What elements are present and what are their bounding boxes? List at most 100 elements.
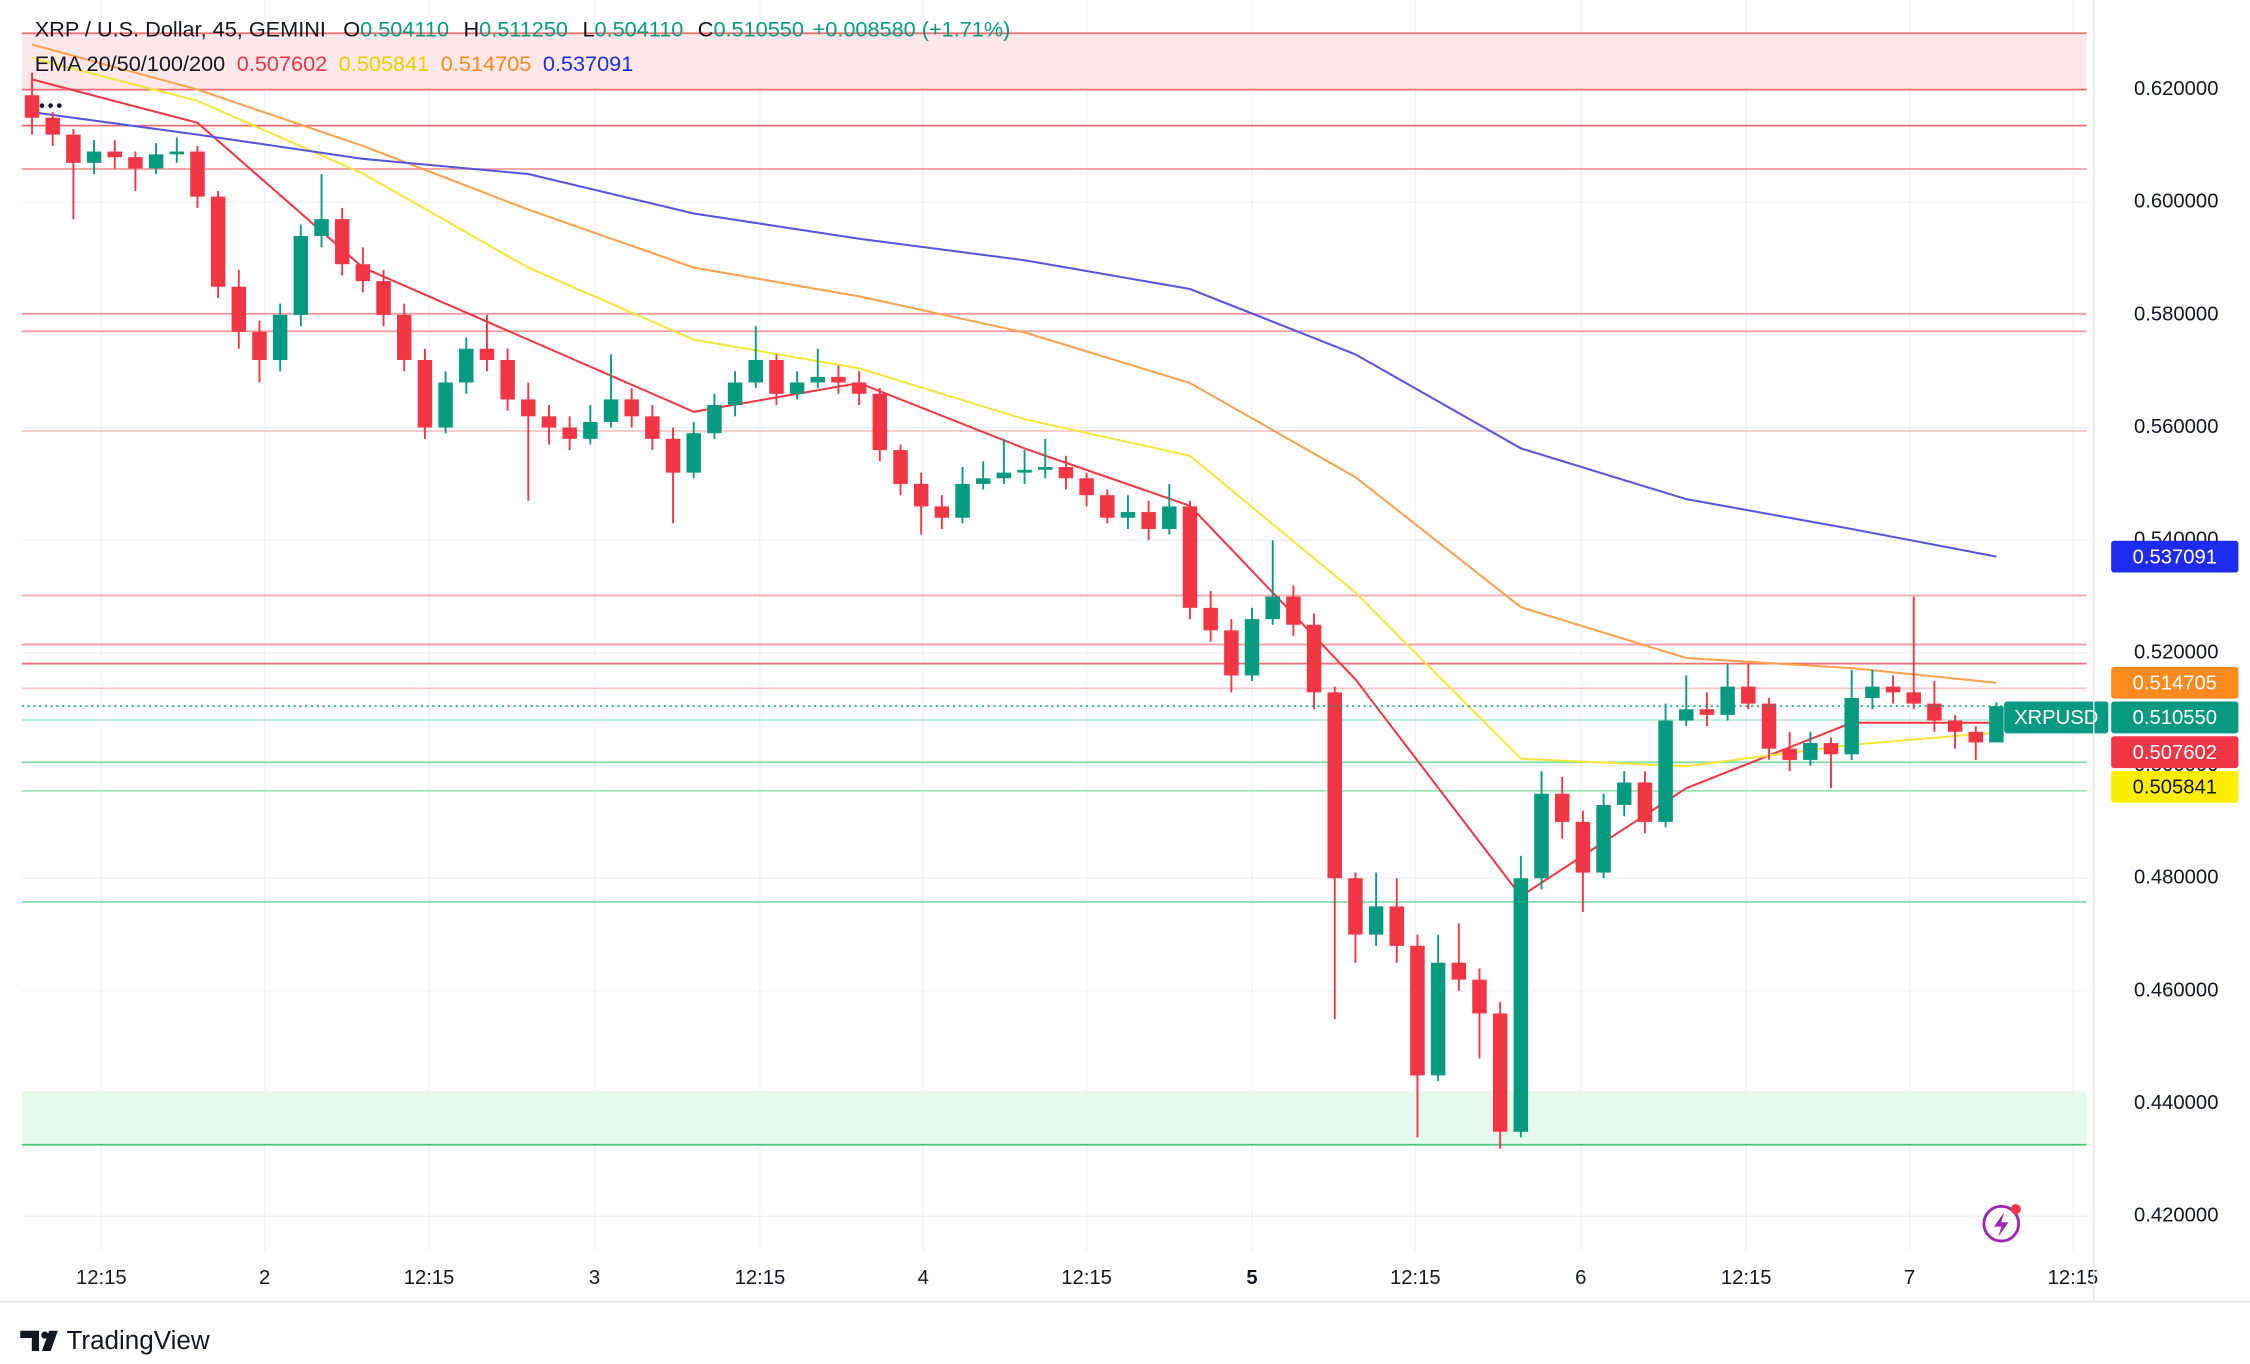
candle-body bbox=[1782, 748, 1797, 760]
x-tick-label: 2 bbox=[259, 1267, 270, 1289]
ema-line bbox=[31, 57, 1997, 768]
overlay: 0.537091 0.514705 0.510550 XRPUSD 0.507602 0.… bbox=[35, 16, 2239, 803]
x-tick-label: 12:15 bbox=[1721, 1267, 1772, 1289]
x-tick-label: 12:15 bbox=[76, 1267, 127, 1289]
candle-body bbox=[272, 314, 288, 360]
candle-body bbox=[1265, 596, 1280, 620]
candle-body bbox=[1451, 962, 1467, 980]
candle-body bbox=[66, 134, 81, 163]
candle-body bbox=[975, 478, 991, 484]
candle-body bbox=[1492, 1013, 1508, 1132]
price-tag bbox=[2111, 540, 2239, 573]
candle-body bbox=[1679, 709, 1694, 721]
candle-body bbox=[1761, 703, 1777, 749]
candle-body bbox=[1554, 793, 1570, 822]
y-tick-label: 0.460000 bbox=[2134, 979, 2218, 1001]
candle-body bbox=[1306, 624, 1322, 693]
candle-body bbox=[562, 427, 577, 439]
x-tick-label: 12:15 bbox=[1390, 1267, 1441, 1289]
candle-body bbox=[1616, 782, 1632, 806]
legend-l-label: L bbox=[582, 16, 594, 41]
candle-body bbox=[1844, 697, 1859, 755]
ema-legend-value: 0.507602 bbox=[237, 51, 327, 76]
icon-badge bbox=[2010, 1204, 2021, 1215]
candle-body bbox=[190, 151, 205, 197]
candle-body bbox=[955, 483, 970, 518]
plot-background bbox=[21, 0, 2090, 1252]
candle-body bbox=[314, 219, 329, 237]
dot bbox=[48, 103, 53, 108]
candle-body bbox=[872, 393, 888, 451]
candle-body bbox=[727, 382, 743, 406]
legend-l: 0.504110 bbox=[595, 16, 684, 41]
candle-body bbox=[1534, 793, 1549, 879]
symbol-tag bbox=[2004, 701, 2109, 734]
legend-o-label: O bbox=[343, 16, 360, 41]
candle-body bbox=[665, 438, 681, 473]
x-tick-label: 4 bbox=[918, 1267, 929, 1289]
price-tag bbox=[2111, 736, 2239, 769]
candle-body bbox=[583, 421, 598, 439]
candle-body bbox=[1058, 467, 1074, 479]
logo-mark bbox=[20, 1330, 58, 1351]
replay-icon[interactable] bbox=[1982, 1204, 2021, 1243]
zone bbox=[21, 33, 2087, 90]
candle-body bbox=[128, 157, 143, 169]
candle-body bbox=[624, 399, 639, 417]
candle-body bbox=[1968, 731, 1984, 743]
price-tag-label: 0.514705 bbox=[2133, 673, 2217, 695]
legend-line: XRP / U.S. Dollar, 45, GEMINI O0.504110 H0… bbox=[35, 16, 1011, 41]
candle-body bbox=[500, 359, 515, 400]
candle-body bbox=[376, 281, 391, 315]
candle-body bbox=[1885, 686, 1901, 693]
candle-body bbox=[1389, 906, 1405, 946]
candle-body bbox=[1120, 512, 1136, 518]
x-tick-label: 12:15 bbox=[404, 1267, 455, 1289]
ema-legend-value: 0.514705 bbox=[441, 51, 531, 76]
zone bbox=[21, 1091, 2087, 1145]
legend-c-label: C bbox=[698, 16, 714, 41]
legend-h: 0.511250 bbox=[479, 16, 568, 41]
brand-logo[interactable]: TradingView bbox=[20, 1325, 210, 1355]
candle-body bbox=[1348, 878, 1363, 935]
legend-line: EMA 20/50/100/200 0.507602 0.505841 0.51470… bbox=[35, 51, 634, 76]
price-tag-label: 0.510550 bbox=[2133, 707, 2217, 729]
candle-body bbox=[1430, 962, 1446, 1076]
brand-name: TradingView bbox=[67, 1325, 210, 1355]
candle-body bbox=[831, 376, 846, 383]
candle-body bbox=[210, 196, 226, 287]
candle-body bbox=[1803, 743, 1818, 760]
logo-dot bbox=[41, 1331, 49, 1339]
price-tag-label: 0.537091 bbox=[2133, 546, 2217, 568]
candle-body bbox=[810, 376, 826, 383]
more-button[interactable] bbox=[39, 103, 62, 108]
candle-body bbox=[1575, 821, 1591, 873]
candle-body bbox=[603, 399, 619, 422]
candle-body bbox=[1741, 686, 1756, 704]
candle-body bbox=[334, 219, 350, 265]
candle-body bbox=[748, 359, 763, 383]
price-tag bbox=[2111, 666, 2239, 699]
candle-body bbox=[1927, 703, 1942, 721]
candle-body bbox=[1368, 906, 1384, 935]
icon-ring bbox=[1982, 1204, 2021, 1243]
candle-body bbox=[1038, 467, 1053, 470]
ema-line bbox=[31, 43, 1997, 684]
legend-o: 0.504110 bbox=[360, 16, 449, 41]
candle-body bbox=[1100, 495, 1115, 518]
candle-body bbox=[1906, 692, 1921, 704]
symbol-tag-label: XRPUSD bbox=[2014, 707, 2098, 729]
y-tick-label: 0.480000 bbox=[2134, 867, 2218, 889]
candle-body bbox=[707, 405, 722, 434]
candle-body bbox=[417, 359, 433, 428]
y-tick-label: 0.560000 bbox=[2134, 416, 2218, 438]
candle-body bbox=[459, 348, 474, 383]
x-tick-label: 6 bbox=[1575, 1267, 1586, 1289]
candle-body bbox=[107, 151, 122, 158]
candle-body bbox=[645, 416, 660, 439]
candle-body bbox=[1823, 743, 1839, 755]
x-tick-label: 7 bbox=[1904, 1267, 1915, 1289]
candle-body bbox=[1637, 782, 1653, 822]
